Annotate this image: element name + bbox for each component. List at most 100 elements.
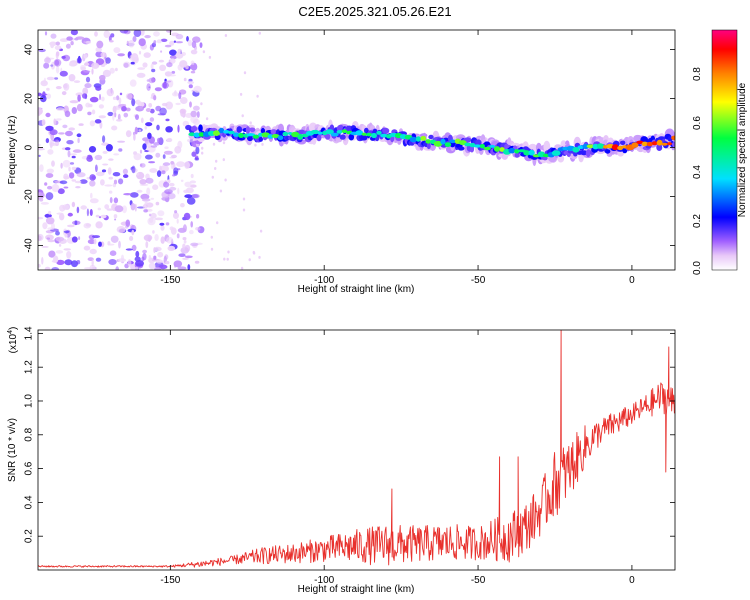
noise-blob: [93, 238, 97, 245]
noise-blob: [91, 259, 94, 267]
noise-blob: [80, 66, 86, 71]
noise-blob: [89, 209, 93, 216]
noise-blob: [71, 236, 78, 243]
noise-blob: [61, 55, 66, 59]
noise-blob: [138, 38, 146, 47]
speckle: [243, 71, 247, 75]
noise-blob: [44, 31, 48, 36]
noise-blob: [89, 248, 97, 255]
noise-blob: [199, 42, 203, 48]
signal-core: [425, 139, 432, 144]
noise-blob: [86, 155, 93, 162]
snr-x-axis-label: Height of straight line (km): [298, 584, 415, 595]
noise-blob: [174, 210, 178, 214]
noise-blob: [134, 126, 138, 135]
noise-blob: [129, 54, 138, 62]
noise-blob: [53, 118, 57, 126]
noise-blob: [68, 74, 76, 82]
signal-core: [371, 132, 377, 139]
noise-blob: [69, 100, 79, 104]
noise-blob: [55, 236, 65, 242]
signal-body: [190, 126, 198, 132]
noise-blob: [74, 180, 82, 184]
noise-blob: [160, 165, 169, 172]
noise-blob: [136, 189, 143, 193]
noise-blob: [68, 166, 71, 172]
noise-blob: [63, 176, 70, 180]
noise-blob: [112, 96, 117, 100]
signal-core: [420, 135, 427, 141]
noise-blob: [179, 60, 188, 68]
noise-blob: [89, 120, 96, 127]
noise-blob: [131, 229, 135, 236]
noise-blob: [107, 243, 115, 246]
noise-blob: [139, 30, 145, 36]
noise-blob: [138, 50, 142, 55]
noise-blob: [39, 197, 44, 202]
noise-blob: [166, 137, 173, 143]
noise-blob: [169, 49, 177, 56]
noise-blob: [95, 221, 103, 229]
noise-blob: [154, 234, 159, 241]
signal-body: [428, 134, 434, 140]
speckle: [219, 189, 223, 193]
noise-blob: [156, 39, 162, 44]
noise-blob: [164, 44, 172, 48]
noise-blob: [73, 80, 81, 83]
noise-blob: [125, 248, 133, 251]
noise-blob: [196, 214, 200, 219]
noise-blob: [89, 180, 96, 187]
snr-y-multiplier-text: (x10: [8, 333, 19, 353]
noise-blob: [95, 214, 100, 218]
noise-blob: [150, 63, 154, 70]
noise-blob: [62, 159, 71, 168]
noise-blob: [56, 51, 60, 57]
signal-core: [376, 130, 382, 135]
noise-blob: [51, 160, 55, 167]
noise-blob: [123, 193, 132, 196]
colorbar-tick-label: 0.4: [692, 165, 703, 179]
noise-blob: [100, 52, 107, 58]
noise-blob: [83, 222, 91, 229]
noise-blob: [176, 218, 179, 224]
noise-blob: [149, 117, 155, 122]
noise-blob: [123, 112, 129, 118]
noise-blob: [144, 201, 149, 205]
noise-blob: [45, 192, 54, 201]
noise-blob: [55, 118, 62, 121]
speckle: [227, 250, 230, 254]
signal-core: [291, 131, 300, 138]
noise-blob: [76, 133, 82, 138]
noise-blob: [75, 36, 85, 40]
noise-blob: [53, 58, 62, 67]
spectrogram-panel: -150 -100 -50 0 -40 -20 0 20 40 Height of straig…: [7, 29, 676, 295]
noise-blob: [63, 248, 71, 251]
signal-core: [212, 130, 221, 137]
noise-blob: [125, 107, 131, 112]
noise-blob: [86, 208, 89, 217]
noise-blob: [183, 240, 187, 244]
noise-blob: [125, 130, 132, 138]
noise-blob: [78, 236, 81, 241]
noise-blob: [109, 190, 113, 194]
snr-series-line: [38, 330, 675, 568]
noise-blob: [87, 239, 96, 245]
noise-blob: [98, 104, 104, 109]
noise-blob: [113, 214, 118, 219]
noise-blob: [178, 253, 186, 257]
noise-blob: [98, 115, 107, 119]
noise-blob: [94, 119, 102, 124]
noise-blob: [114, 205, 124, 213]
noise-blob: [110, 33, 115, 38]
noise-blob: [157, 251, 164, 258]
noise-blob: [175, 102, 181, 106]
noise-blob: [77, 137, 80, 144]
noise-blob: [190, 242, 199, 247]
noise-blob: [152, 184, 159, 190]
signal-body: [514, 152, 520, 158]
noise-blob: [101, 142, 110, 146]
noise-blob: [91, 62, 100, 69]
noise-blob: [38, 235, 42, 241]
noise-blob: [124, 263, 129, 269]
signal-core: [646, 141, 653, 147]
